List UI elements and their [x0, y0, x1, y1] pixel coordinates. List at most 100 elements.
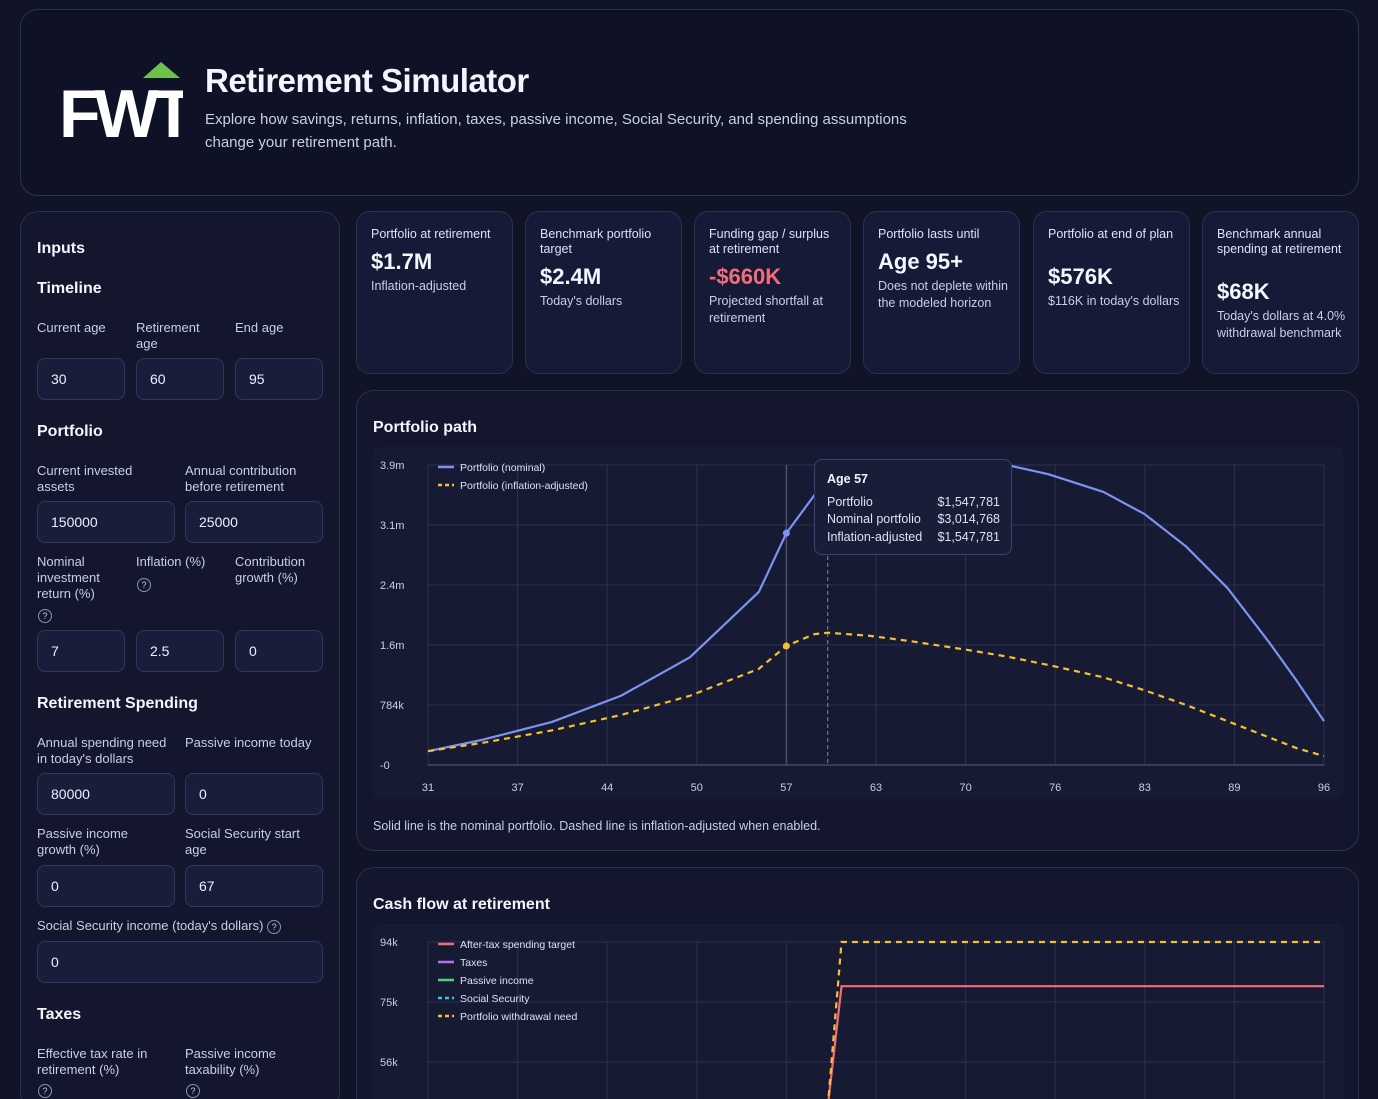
inflation-label: Inflation (%)	[136, 554, 206, 569]
portfolio-path-chart[interactable]: 31 37 44 50 57 63 70 76 83 89 96 -0 784k 1.6m 2.4m 3.1m…	[356, 390, 1359, 851]
ss-start-label: Social Security start age	[185, 826, 300, 857]
ss-income-label: Social Security income (today's dollars)…	[37, 918, 297, 934]
header-card: FWT Retirement Simulator Explore how sav…	[20, 9, 1359, 196]
spending-need-label: Annual spending need in today's dollars	[37, 735, 167, 766]
inflation-help-icon[interactable]: ?	[137, 578, 151, 592]
y-tick-label: 94k	[380, 937, 398, 949]
x-tick-label: 31	[422, 782, 434, 794]
metric-note: Inflation-adjusted	[371, 279, 467, 293]
x-tick-label: 83	[1139, 782, 1151, 794]
tax-rate-help-icon[interactable]: ?	[38, 1084, 52, 1098]
tooltip-row: Inflation-adjusted $1,547,781	[827, 530, 1000, 544]
x-tick-label: 44	[601, 782, 613, 794]
spending-need-input[interactable]	[37, 773, 175, 815]
ss-start-input[interactable]	[185, 865, 323, 907]
metric-label: Benchmark portfolio target	[540, 227, 652, 256]
metric-label: Portfolio lasts until	[878, 227, 980, 241]
metric-note: Projected shortfall at retirement	[709, 294, 823, 325]
tooltip-row: Nominal portfolio $3,014,768	[827, 512, 1000, 526]
tooltip-row-value: $1,547,781	[937, 530, 1000, 544]
return-help-icon[interactable]: ?	[38, 609, 52, 623]
metric-label: Benchmark annual spending at retirement	[1217, 227, 1342, 256]
cash-flow-title: Cash flow at retirement	[373, 896, 550, 913]
tooltip-row-value: $1,547,781	[937, 495, 1000, 509]
cash-flow-chart[interactable]: 94k 75k 56k After-tax spending target Taxes P…	[356, 867, 1359, 1099]
page-subtitle: Explore how savings, returns, inflation,…	[205, 111, 907, 151]
assets-label: Current invested assets	[37, 463, 133, 494]
x-tick-label: 70	[959, 782, 971, 794]
contribution-input[interactable]	[185, 501, 323, 543]
timeline-heading: Timeline	[37, 280, 102, 297]
spending-series-line	[827, 985, 1324, 1099]
cash-flow-panel: Cash flow at retirement	[356, 867, 1359, 1099]
taxability-label: Passive income taxability (%)	[185, 1046, 277, 1077]
passive-growth-label: Passive income growth (%)	[37, 826, 129, 857]
metric-value: $576K	[1048, 264, 1113, 289]
tooltip-title: Age 57	[827, 472, 868, 486]
legend-label: Social Security	[460, 993, 530, 1005]
current-age-input[interactable]	[37, 358, 125, 400]
y-tick-label: 784k	[380, 700, 404, 712]
ss-income-help-icon[interactable]: ?	[267, 919, 282, 934]
withdrawal-series-line	[827, 940, 1324, 1099]
contrib-growth-label: Contribution growth (%)	[235, 554, 306, 585]
passive-growth-input[interactable]	[37, 865, 175, 907]
tooltip-row: Portfolio $1,547,781	[827, 495, 1000, 509]
x-tick-label: 96	[1318, 782, 1330, 794]
metric-card: Benchmark portfolio target $2.4M Today's…	[525, 211, 682, 374]
metric-label: Funding gap / surplus at retirement	[709, 227, 830, 256]
metric-card: Portfolio at retirement $1.7M Inflation-…	[356, 211, 513, 374]
metric-card: Portfolio lasts until Age 95+ Does not d…	[863, 211, 1020, 374]
y-tick-label: 2.4m	[380, 580, 404, 592]
legend-label: Portfolio (nominal)	[460, 462, 545, 474]
metric-value: $2.4M	[540, 264, 602, 289]
cash-flow-plot-area	[373, 924, 1343, 1099]
real-series-line	[427, 631, 1325, 758]
chart-tooltip: Age 57 Portfolio $1,547,781 Nominal portf…	[814, 459, 1012, 555]
x-tick-label: 37	[511, 782, 523, 794]
tax-rate-label: Effective tax rate in retirement (%)	[37, 1046, 148, 1077]
legend-label: After-tax spending target	[460, 939, 575, 951]
contrib-growth-input[interactable]	[235, 630, 323, 672]
portfolio-path-note: Solid line is the nominal portfolio. Das…	[373, 819, 821, 833]
taxability-help-icon[interactable]: ?	[186, 1084, 200, 1098]
tooltip-row-value: $3,014,768	[937, 512, 1000, 526]
x-tick-label: 50	[691, 782, 703, 794]
metric-value: $68K	[1217, 279, 1270, 304]
retirement-age-label: Retirement age	[136, 320, 200, 351]
retirement-age-input[interactable]	[136, 358, 224, 400]
ss-income-label-text: Social Security income (today's dollars)	[37, 918, 264, 933]
current-age-label: Current age	[37, 320, 106, 335]
x-tick-label: 63	[870, 782, 882, 794]
ss-income-input[interactable]	[37, 941, 323, 983]
y-tick-label: 1.6m	[380, 640, 404, 652]
spending-heading: Retirement Spending	[37, 695, 198, 712]
tooltip-row-label: Portfolio	[827, 495, 873, 509]
portfolio-heading: Portfolio	[37, 423, 103, 440]
hover-point	[782, 529, 790, 537]
inflation-input[interactable]	[136, 630, 224, 672]
end-age-label: End age	[235, 320, 284, 335]
return-label: Nominal investment return (%)	[37, 554, 100, 601]
end-age-input[interactable]	[235, 358, 323, 400]
y-tick-label: 3.9m	[380, 460, 404, 472]
y-tick-label: 75k	[380, 997, 398, 1009]
metric-value: -$660K	[709, 264, 782, 289]
passive-income-input[interactable]	[185, 773, 323, 815]
page-title: Retirement Simulator	[205, 62, 529, 99]
assets-input[interactable]	[37, 501, 175, 543]
logo-text: FWT	[59, 76, 183, 140]
inputs-panel: Inputs Timeline Current age Retirement a…	[20, 211, 340, 1099]
return-input[interactable]	[37, 630, 125, 672]
y-tick-label: -0	[380, 760, 390, 772]
metric-card: Benchmark annual spending at retirement …	[1202, 211, 1359, 374]
taxes-heading: Taxes	[37, 1006, 82, 1023]
metric-label: Portfolio at retirement	[371, 227, 491, 241]
metric-value: Age 95+	[878, 249, 963, 274]
legend-label: Portfolio (inflation-adjusted)	[460, 480, 588, 492]
metric-label: Portfolio at end of plan	[1048, 227, 1174, 241]
x-tick-label: 76	[1049, 782, 1061, 794]
hover-point	[782, 642, 790, 650]
metric-note: $116K in today's dollars	[1048, 294, 1180, 308]
metric-note: Today's dollars at 4.0% withdrawal bench…	[1217, 309, 1346, 340]
